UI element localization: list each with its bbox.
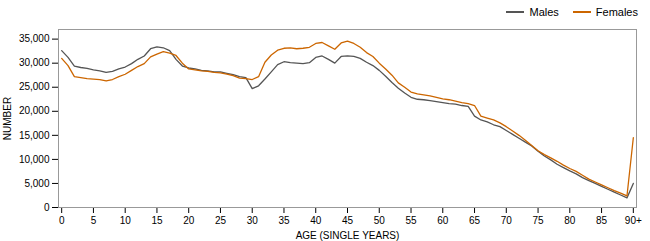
svg-text:45: 45 xyxy=(342,215,354,226)
html-text:Females: Females xyxy=(595,6,638,18)
svg-text:15: 15 xyxy=(151,215,163,226)
svg-text:80: 80 xyxy=(564,215,576,226)
svg-text:50: 50 xyxy=(374,215,386,226)
svg-text:5,000: 5,000 xyxy=(24,178,49,189)
svg-text:35: 35 xyxy=(278,215,290,226)
svg-text:30: 30 xyxy=(247,215,259,226)
svg-text:0: 0 xyxy=(59,215,65,226)
svg-text:AGE (SINGLE YEARS): AGE (SINGLE YEARS) xyxy=(296,230,400,241)
svg-text:20: 20 xyxy=(183,215,195,226)
svg-text:55: 55 xyxy=(405,215,417,226)
svg-text:25,000: 25,000 xyxy=(19,81,50,92)
svg-text:5: 5 xyxy=(91,215,97,226)
svg-text:10: 10 xyxy=(120,215,132,226)
svg-text:30,000: 30,000 xyxy=(19,57,50,68)
svg-text:75: 75 xyxy=(532,215,544,226)
svg-text:20,000: 20,000 xyxy=(19,105,50,116)
svg-text:90+: 90+ xyxy=(625,215,642,226)
svg-text:85: 85 xyxy=(596,215,608,226)
svg-text:60: 60 xyxy=(437,215,449,226)
html-text:Males: Males xyxy=(529,6,559,18)
svg-text:65: 65 xyxy=(469,215,481,226)
svg-text:25: 25 xyxy=(215,215,227,226)
svg-text:70: 70 xyxy=(501,215,513,226)
svg-text:40: 40 xyxy=(310,215,322,226)
svg-text:NUMBER: NUMBER xyxy=(2,97,13,140)
svg-text:10,000: 10,000 xyxy=(19,154,50,165)
svg-text:15,000: 15,000 xyxy=(19,130,50,141)
svg-text:35,000: 35,000 xyxy=(19,33,50,44)
svg-text:0: 0 xyxy=(44,202,50,213)
